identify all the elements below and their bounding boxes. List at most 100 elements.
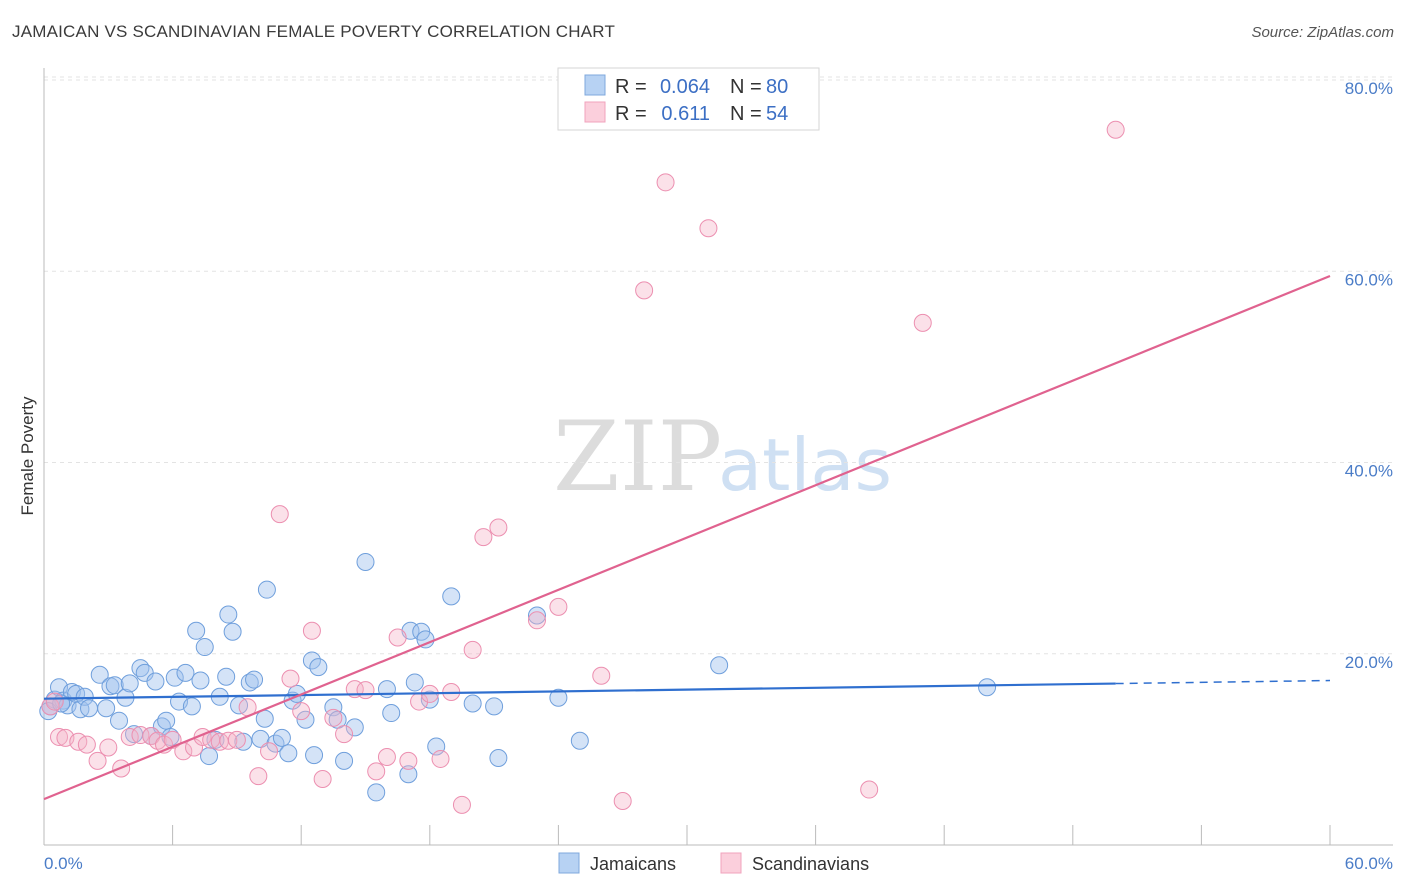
scandinavian-point-27: [292, 702, 311, 721]
jamaican-point-75: [570, 731, 589, 750]
jamaican-point-52: [305, 746, 324, 765]
scandinavian-point-55: [1106, 120, 1125, 139]
x-tick-label-min: 0.0%: [44, 854, 83, 873]
jamaican-point-25: [165, 668, 184, 687]
jamaican-point-59: [367, 783, 386, 802]
jamaican-point-51: [302, 651, 321, 670]
jamaican-point-39: [234, 732, 253, 751]
scandinavian-point-52: [699, 219, 718, 238]
scandinavian-point-50: [635, 281, 654, 300]
scandinavian-point-35: [377, 748, 396, 767]
legend-n-label-1: N =: [730, 76, 762, 98]
jamaican-point-11: [97, 699, 116, 718]
jamaican-trend-line-extension: [1115, 679, 1331, 685]
jamaican-point-31: [195, 638, 214, 657]
y-tick-label-40: 40.0%: [1345, 462, 1393, 481]
scandinavian-point-21: [227, 730, 246, 749]
jamaican-point-57: [345, 718, 364, 737]
scandinavian-point-51: [656, 173, 675, 192]
y-axis-label: Female Poverty: [18, 396, 37, 516]
scandinavian-point-53: [860, 780, 879, 799]
jamaican-point-61: [382, 704, 401, 723]
scandinavian-point-29: [313, 770, 332, 789]
x-tick-label-max: 60.0%: [1345, 854, 1393, 873]
legend-r-value-jamaicans: 0.064: [660, 76, 710, 98]
jamaican-point-10: [90, 665, 109, 684]
series-legend: Jamaicans Scandinavians: [558, 852, 869, 874]
scandinavian-point-36: [388, 628, 407, 647]
series-legend-swatch-jamaicans: [558, 852, 580, 874]
scandinavian-point-24: [260, 742, 279, 761]
y-tick-labels: 20.0% 40.0% 60.0% 80.0%: [1345, 79, 1393, 672]
legend-n-value-scandinavians: 54: [766, 103, 788, 125]
jamaican-point-37: [223, 622, 242, 641]
jamaican-point-74: [549, 688, 568, 707]
scandinavian-point-30: [324, 708, 343, 727]
jamaican-point-53: [309, 658, 328, 677]
scandinavian-point-31: [335, 725, 354, 744]
scandinavian-point-54: [913, 313, 932, 332]
axes: [43, 68, 1393, 846]
series-legend-swatch-scandinavians: [720, 852, 742, 874]
jamaican-point-71: [485, 697, 504, 716]
scandinavian-point-1: [45, 692, 64, 711]
watermark-zip: ZIP: [553, 401, 722, 513]
jamaican-point-28: [182, 697, 201, 716]
scandinavian-point-43: [463, 640, 482, 659]
jamaican-point-60: [377, 680, 396, 699]
jamaican-point-56: [335, 751, 354, 770]
series-legend-label-scandinavians: Scandinavians: [752, 854, 869, 874]
legend-swatch-scandinavians: [584, 101, 606, 123]
scandinavian-point-45: [489, 518, 508, 537]
jamaican-point-32: [200, 747, 219, 766]
jamaican-point-36: [219, 605, 238, 624]
jamaican-point-72: [489, 748, 508, 767]
scandinavian-point-40: [431, 749, 450, 768]
jamaican-point-27: [176, 663, 195, 682]
chart-source: Source: ZipAtlas.com: [1251, 24, 1394, 41]
scandinavian-point-37: [399, 751, 418, 770]
legend-swatch-jamaicans: [584, 74, 606, 96]
jamaican-point-13: [105, 676, 124, 695]
jamaican-point-44: [257, 580, 276, 599]
scandinavian-trend-line: [43, 275, 1331, 801]
scandinavian-point-48: [592, 666, 611, 685]
jamaican-point-47: [279, 744, 298, 763]
legend-n-label-2: N =: [730, 103, 762, 125]
jamaican-point-9: [80, 699, 99, 718]
legend-r-value-scandinavians: 0.611: [661, 103, 710, 125]
trend-lines: [43, 275, 1331, 801]
scandinavian-point-25: [270, 505, 289, 524]
jamaican-point-29: [187, 621, 206, 640]
jamaican-point-41: [245, 670, 264, 689]
jamaican-point-77: [978, 678, 997, 697]
legend-n-value-jamaicans: 80: [766, 76, 788, 98]
scandinavian-point-26: [281, 669, 300, 688]
jamaican-point-58: [356, 552, 375, 571]
scandinavian-point-2: [50, 727, 69, 746]
jamaican-point-50: [296, 710, 315, 729]
scandinavian-point-34: [367, 762, 386, 781]
scandinavian-point-33: [356, 681, 375, 700]
scandinavian-point-42: [452, 795, 471, 814]
jamaican-point-30: [191, 671, 210, 690]
jamaican-point-16: [120, 674, 139, 693]
scandinavian-point-6: [88, 751, 107, 770]
scandinavian-point-46: [527, 611, 546, 630]
jamaican-point-46: [272, 728, 291, 747]
x-ticks: [43, 825, 1331, 845]
jamaican-point-35: [217, 667, 236, 686]
y-tick-label-60: 60.0%: [1345, 270, 1393, 289]
chart-title: JAMAICAN VS SCANDINAVIAN FEMALE POVERTY …: [12, 22, 616, 41]
scandinavian-point-7: [99, 738, 118, 757]
scandinavian-point-5: [77, 735, 96, 754]
gridlines: [44, 76, 1393, 655]
jamaican-point-14: [110, 711, 129, 730]
jamaican-point-64: [405, 673, 424, 692]
jamaican-point-73: [527, 606, 546, 625]
jamaican-point-70: [463, 694, 482, 713]
y-tick-label-80: 80.0%: [1345, 79, 1393, 98]
scatter-points: [39, 120, 1125, 814]
stats-legend: R = 0.064 N = 80 R = 0.611 N = 54: [557, 67, 820, 131]
